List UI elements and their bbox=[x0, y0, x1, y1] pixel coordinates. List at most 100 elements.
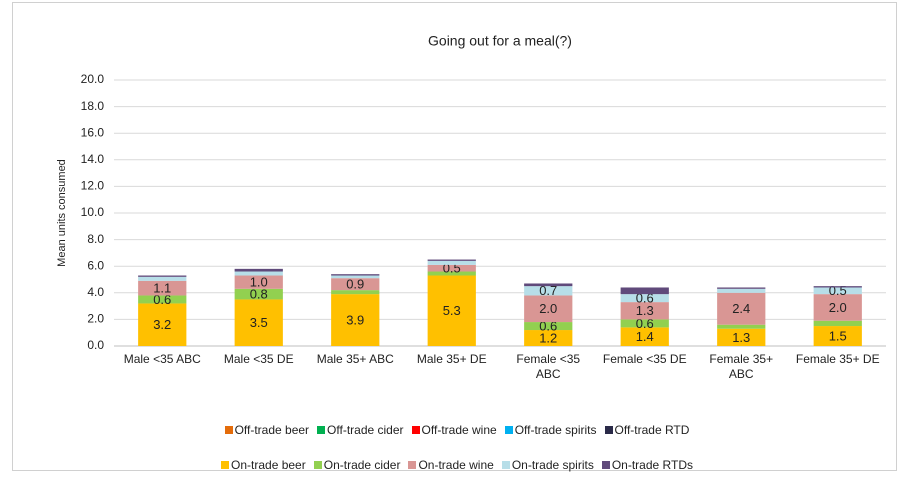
y-tick-label: 0.0 bbox=[87, 338, 104, 352]
x-tick-label: Female 35+ DE bbox=[795, 352, 880, 366]
data-label: 1.2 bbox=[539, 330, 557, 345]
bar-segment bbox=[138, 303, 187, 346]
bar-segment bbox=[234, 299, 283, 346]
legend-item: Off-trade spirits bbox=[504, 423, 597, 437]
bar-segment bbox=[524, 286, 573, 296]
legend-label: On-trade spirits bbox=[511, 458, 594, 472]
data-label: 3.5 bbox=[250, 315, 268, 330]
bar-segment bbox=[524, 322, 573, 331]
bar-segment bbox=[620, 287, 669, 295]
bar-segment bbox=[427, 264, 476, 272]
y-tick-label: 6.0 bbox=[87, 258, 104, 272]
bar-segment bbox=[138, 276, 187, 281]
bar-segment bbox=[138, 280, 187, 296]
bar-segment bbox=[717, 324, 766, 329]
bar-segment bbox=[620, 327, 669, 346]
bar-segment bbox=[813, 287, 862, 295]
data-label: 1.3 bbox=[732, 330, 750, 345]
data-label: 5.3 bbox=[443, 303, 461, 318]
legend-label: Off-trade beer bbox=[234, 423, 310, 437]
data-label: 1.1 bbox=[153, 281, 171, 296]
legend-label: Off-trade wine bbox=[421, 423, 497, 437]
y-tick-label: 18.0 bbox=[81, 99, 105, 113]
bar-segment bbox=[331, 274, 380, 276]
legend-swatch bbox=[504, 426, 513, 434]
data-label: 0.6 bbox=[539, 318, 557, 333]
legend-swatch bbox=[313, 461, 322, 469]
data-label: 3.9 bbox=[346, 313, 364, 328]
y-tick-label: 20.0 bbox=[81, 72, 105, 86]
bar-segment bbox=[427, 260, 476, 265]
y-tick-label: 2.0 bbox=[87, 312, 104, 326]
data-label: 0.6 bbox=[636, 291, 654, 306]
legend: On-trade beer On-trade cider On-trade wine… bbox=[0, 458, 914, 472]
bar-segment bbox=[234, 275, 283, 289]
legend-label: Off-trade RTD bbox=[614, 423, 690, 437]
legend-item: On-trade spirits bbox=[501, 458, 594, 472]
legend-swatch bbox=[221, 461, 230, 469]
x-tick-label: Female 35+ ABC bbox=[709, 352, 774, 381]
x-tick-label: Male 35+ ABC bbox=[316, 352, 394, 366]
data-label: 0.6 bbox=[636, 316, 654, 331]
legend-item: Off-trade wine bbox=[411, 423, 497, 437]
data-label: 0.5 bbox=[829, 283, 847, 298]
bar-segment bbox=[524, 283, 573, 287]
y-tick-label: 14.0 bbox=[81, 152, 105, 166]
y-tick-label: 10.0 bbox=[81, 205, 105, 219]
legend-swatch bbox=[317, 426, 326, 434]
legend-swatch bbox=[408, 461, 417, 469]
x-tick-label: Female <35 ABC bbox=[516, 352, 581, 381]
bar-segment bbox=[138, 295, 187, 304]
y-tick-label: 8.0 bbox=[87, 232, 104, 246]
bar-segment bbox=[427, 259, 476, 261]
legend-label: On-trade beer bbox=[231, 458, 306, 472]
legend-item: Off-trade RTD bbox=[604, 423, 690, 437]
bar-segment bbox=[331, 294, 380, 346]
legend-swatch bbox=[224, 426, 233, 434]
data-label: 0.8 bbox=[250, 287, 268, 302]
bar-segment bbox=[234, 268, 283, 272]
legend-item: On-trade RTDs bbox=[601, 458, 693, 472]
legend-item: On-trade beer bbox=[221, 458, 306, 472]
bar-segment bbox=[331, 275, 380, 279]
bar-segment bbox=[331, 278, 380, 291]
bar-segment bbox=[234, 288, 283, 300]
legend-label: On-trade cider bbox=[323, 458, 401, 472]
bar-segment bbox=[813, 294, 862, 321]
y-axis-label: Mean units consumed bbox=[56, 159, 68, 267]
legend-item: Off-trade beer bbox=[224, 423, 310, 437]
legend-swatch bbox=[601, 461, 610, 469]
y-tick-label: 16.0 bbox=[81, 125, 105, 139]
bar-segment bbox=[620, 294, 669, 303]
legend-item: On-trade wine bbox=[408, 458, 494, 472]
data-label: 2.0 bbox=[829, 300, 847, 315]
data-label: 2.0 bbox=[539, 301, 557, 316]
x-tick-label: Male 35+ DE bbox=[416, 352, 487, 366]
bar-segment bbox=[620, 319, 669, 328]
data-label: 3.2 bbox=[153, 317, 171, 332]
data-label: 1.3 bbox=[636, 303, 654, 318]
y-tick-label: 12.0 bbox=[81, 179, 105, 193]
legend-label: On-trade wine bbox=[418, 458, 494, 472]
data-label: 0.7 bbox=[539, 283, 557, 298]
bar-segment bbox=[427, 275, 476, 346]
x-tick-label: Female <35 DE bbox=[602, 352, 687, 366]
y-tick-label: 4.0 bbox=[87, 285, 104, 299]
data-label: 2.4 bbox=[732, 301, 750, 316]
bar-segment bbox=[138, 275, 187, 277]
bar-segment bbox=[717, 287, 766, 289]
bar-segment bbox=[717, 288, 766, 293]
data-label: 1.4 bbox=[636, 329, 654, 344]
x-tick-label: Male <35 ABC bbox=[123, 352, 201, 366]
legend-swatch bbox=[604, 426, 613, 434]
bar-segment bbox=[813, 320, 862, 327]
legend-label: On-trade RTDs bbox=[611, 458, 693, 472]
bar-segment bbox=[717, 328, 766, 346]
legend-label: Off-trade spirits bbox=[514, 423, 597, 437]
data-label: 0.9 bbox=[346, 277, 364, 292]
bar-segment bbox=[331, 290, 380, 295]
bar-segment bbox=[620, 302, 669, 320]
bar-segment bbox=[813, 326, 862, 346]
